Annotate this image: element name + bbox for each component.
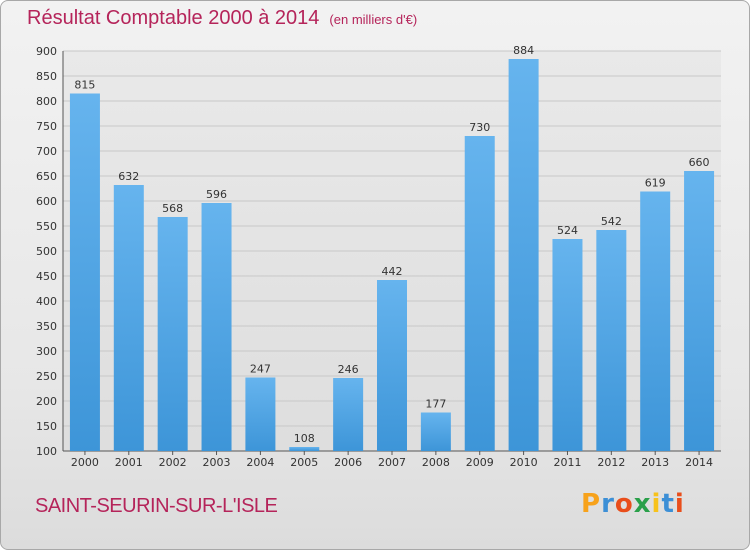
x-tick-label: 2002 (159, 456, 187, 469)
y-tick-label: 650 (36, 170, 57, 183)
x-tick-label: 2010 (510, 456, 538, 469)
x-tick-label: 2005 (290, 456, 318, 469)
title-text: Résultat Comptable 2000 à 2014 (27, 7, 320, 29)
y-tick-label: 900 (36, 45, 57, 58)
x-tick-label: 2012 (597, 456, 625, 469)
y-tick-label: 300 (36, 345, 57, 358)
data-label: 524 (557, 224, 578, 237)
data-label: 177 (425, 398, 446, 411)
y-tick-label: 700 (36, 145, 57, 158)
bar (596, 230, 627, 451)
y-tick-label: 350 (36, 320, 57, 333)
y-tick-label: 250 (36, 370, 57, 383)
data-label: 730 (469, 121, 490, 134)
logo-letter: P (581, 489, 602, 519)
bar (377, 280, 407, 451)
commune-name: SAINT-SEURIN-SUR-L'ISLE (35, 495, 278, 517)
data-label: 442 (382, 265, 403, 278)
bar (420, 412, 451, 451)
data-label: 632 (118, 170, 139, 183)
x-tick-label: 2009 (466, 456, 494, 469)
y-tick-label: 400 (36, 295, 57, 308)
y-tick-label: 550 (36, 220, 57, 233)
logo-letter: x (633, 489, 652, 519)
x-tick-label: 2003 (203, 456, 231, 469)
x-tick-label: 2008 (422, 456, 450, 469)
bar (684, 171, 715, 451)
data-label: 247 (250, 363, 271, 376)
x-tick-label: 2000 (71, 456, 99, 469)
bar (201, 203, 232, 451)
x-tick-label: 2014 (685, 456, 713, 469)
logo-letter: i (674, 489, 685, 519)
y-tick-label: 750 (36, 120, 57, 133)
data-label: 596 (206, 188, 227, 201)
x-tick-label: 2011 (553, 456, 581, 469)
bar (464, 136, 495, 451)
chart-subtitle: (en milliers d'€) (329, 12, 418, 27)
logo-letter: i (651, 489, 662, 519)
x-tick-label: 2004 (246, 456, 274, 469)
bar (640, 191, 671, 451)
x-tick-label: 2013 (641, 456, 669, 469)
data-label: 568 (162, 202, 183, 215)
bar (289, 447, 320, 451)
bar (69, 93, 100, 451)
logo-letter: r (601, 489, 615, 519)
bar (157, 217, 188, 451)
x-tick-label: 2001 (115, 456, 143, 469)
y-tick-label: 100 (36, 445, 57, 458)
y-tick-label: 450 (36, 270, 57, 283)
x-tick-label: 2006 (334, 456, 362, 469)
y-tick-label: 800 (36, 95, 57, 108)
bar (508, 59, 539, 451)
data-label: 246 (338, 363, 359, 376)
y-tick-label: 200 (36, 395, 57, 408)
y-tick-label: 500 (36, 245, 57, 258)
logo-letter: o (614, 489, 634, 519)
data-label: 108 (294, 432, 315, 445)
y-tick-label: 150 (36, 420, 57, 433)
data-label: 660 (689, 156, 710, 169)
logo-letter: t (661, 489, 675, 519)
data-label: 619 (645, 177, 666, 190)
x-tick-label: 2007 (378, 456, 406, 469)
bar (113, 185, 144, 451)
y-tick-label: 600 (36, 195, 57, 208)
bar (552, 239, 583, 451)
bar (245, 377, 276, 451)
data-label: 815 (74, 79, 95, 92)
data-label: 542 (601, 215, 622, 228)
data-label: 884 (513, 44, 534, 57)
proxiti-logo: Proxiti (581, 489, 685, 519)
y-tick-label: 850 (36, 70, 57, 83)
chart-title: Résultat Comptable 2000 à 2014 (en millie… (27, 7, 417, 30)
bar (333, 378, 364, 451)
